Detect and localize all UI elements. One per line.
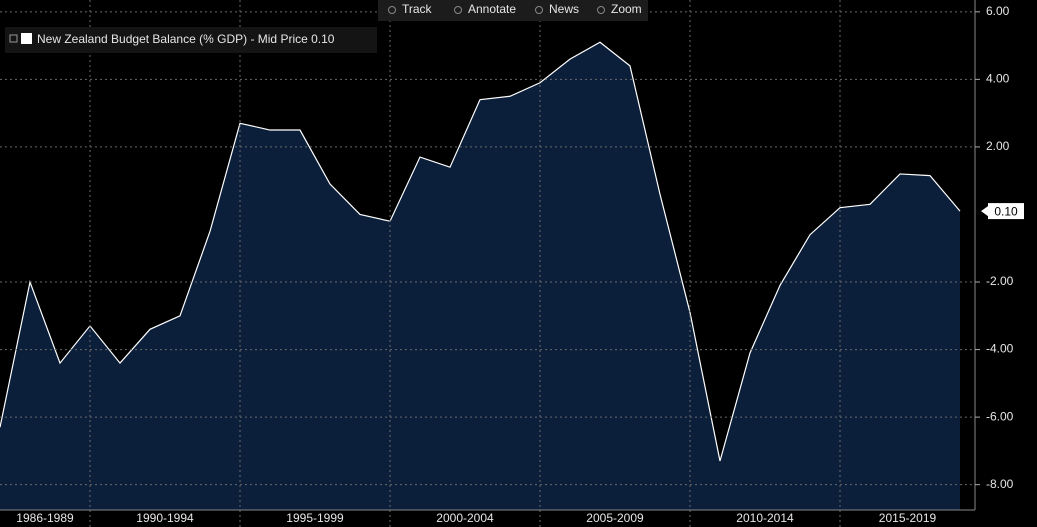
legend-swatch	[21, 33, 32, 44]
x-band-label: 1995-1999	[286, 511, 344, 525]
line	[0, 41, 961, 462]
y-tick-label: -8.00	[986, 477, 1014, 491]
y-tick-label: -4.00	[986, 342, 1014, 356]
toolbar-label: News	[549, 2, 579, 16]
toolbar-button[interactable]: Track	[388, 2, 433, 16]
y-tick-label: 6.00	[986, 4, 1010, 18]
toolbar-icon	[597, 6, 605, 14]
toolbar-icon	[454, 6, 462, 14]
y-tick-label: -2.00	[986, 274, 1014, 288]
toolbar-button[interactable]: Zoom	[597, 2, 642, 16]
x-band-label: 2000-2004	[436, 511, 494, 525]
toolbar-button[interactable]: Annotate	[454, 2, 517, 16]
last-value-pointer	[981, 206, 988, 217]
x-band-label: 2015-2019	[879, 511, 937, 525]
last-value-label: 0.10	[994, 204, 1018, 218]
toolbar-label: Track	[402, 2, 433, 16]
y-tick-label: 4.00	[986, 72, 1010, 86]
x-band-label: 1990-1994	[136, 511, 194, 525]
legend-label: New Zealand Budget Balance (% GDP) - Mid…	[37, 32, 335, 46]
y-tick-label: 2.00	[986, 139, 1010, 153]
legend-toggle	[9, 34, 18, 43]
toolbar	[378, 0, 648, 21]
toolbar-button[interactable]: News	[535, 2, 580, 16]
toolbar-label: Annotate	[468, 2, 516, 16]
area-fill	[0, 42, 960, 511]
y-tick-label: -6.00	[986, 409, 1014, 423]
last-value-box	[988, 203, 1024, 220]
x-band-label: 2005-2009	[586, 511, 644, 525]
toolbar-label: Zoom	[611, 2, 642, 16]
legend-box	[5, 27, 377, 53]
x-band-label: 1986-1989	[16, 511, 74, 525]
toolbar-icon	[535, 6, 543, 14]
x-band-label: 2010-2014	[736, 511, 794, 525]
toolbar-icon	[388, 6, 396, 14]
